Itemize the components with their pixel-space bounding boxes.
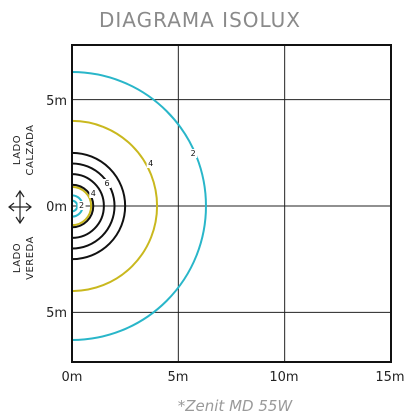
chart-caption: *Zenit MD 55W — [178, 397, 294, 415]
contour-label-1: 2 — [79, 201, 84, 210]
y-tick-zero: 0m — [46, 200, 67, 215]
isolux-contour-5 — [71, 151, 127, 261]
isolux-contour-0 — [71, 199, 79, 213]
isolux-contour-7 — [71, 119, 158, 293]
side-label-vereda-line2: VEREDA — [25, 236, 36, 280]
y-tick-bottom: 5m — [46, 306, 67, 321]
x-tick-15: 15m — [375, 370, 404, 385]
isolux-contour-3 — [71, 173, 105, 239]
x-tick-labels: 0m 5m 10m 15m — [62, 370, 405, 385]
contour-label-2: 4 — [91, 189, 96, 198]
contour-label-bg-3 — [103, 179, 112, 188]
contour-label-bg-2 — [89, 189, 98, 198]
contour-lines — [71, 71, 207, 341]
side-label-vereda-line1: LADO — [12, 243, 23, 273]
isolux-contour-4 — [71, 162, 116, 250]
contour-label-bg-1 — [77, 201, 86, 210]
x-tick-5: 5m — [168, 370, 189, 385]
grid — [72, 45, 391, 362]
side-label-calzada-line2: CALZADA — [25, 125, 36, 176]
isolux-contour-6 — [71, 185, 93, 227]
double-arrow-icon — [8, 189, 32, 225]
side-label-calzada-line1: LADO — [12, 135, 23, 165]
y-tick-top: 5m — [46, 94, 67, 109]
contour-label-9: 2 — [191, 149, 196, 158]
side-label-calzada: LADO CALZADA — [12, 125, 36, 176]
contour-label-8: 4 — [148, 159, 153, 168]
contour-label-bg-8 — [146, 159, 155, 168]
isolux-contour-2 — [71, 183, 95, 229]
x-tick-10: 10m — [269, 370, 298, 385]
contour-label-3: 6 — [105, 179, 110, 188]
chart-title: DIAGRAMA ISOLUX — [99, 8, 301, 32]
plot-frame — [71, 44, 392, 363]
y-tick-labels: 5m 0m 5m — [46, 94, 67, 321]
x-tick-0: 0m — [62, 370, 83, 385]
isolux-contour-9 — [71, 71, 207, 341]
contour-label-bg-9 — [189, 149, 198, 158]
side-label-vereda: LADO VEREDA — [12, 236, 36, 280]
